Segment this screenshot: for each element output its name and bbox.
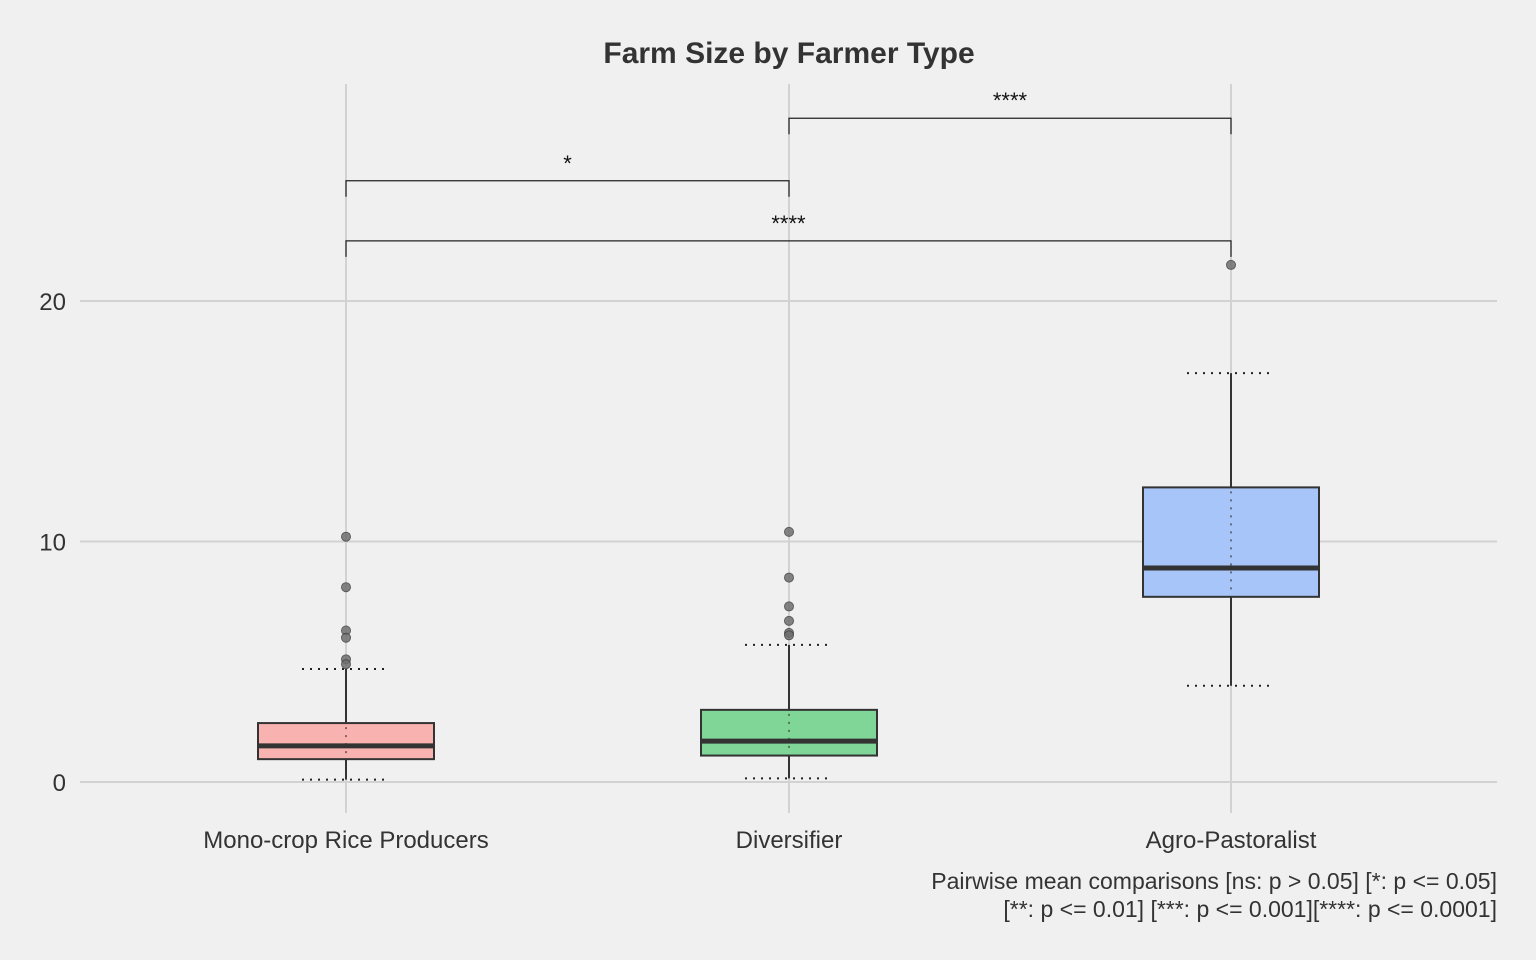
y-axis-ticks: 0 10 20 (39, 289, 66, 797)
box-iqr (257, 722, 435, 761)
y-tick-label: 0 (53, 770, 66, 797)
outlier-point (784, 601, 794, 612)
caption-line-2: [**: p <= 0.01] [***: p <= 0.001][****: … (1003, 896, 1497, 922)
y-tick-label: 20 (39, 289, 66, 316)
outlier-point (341, 659, 351, 670)
x-axis-ticks: Mono-crop Rice Producers Diversifier Agro-… (203, 827, 1316, 854)
box-iqr (700, 708, 878, 757)
significance-bracket: * (345, 151, 790, 197)
significance-brackets: ********* (345, 88, 1232, 257)
significance-bracket: **** (345, 211, 1232, 257)
significance-label: * (563, 151, 572, 176)
box-iqr (1142, 486, 1320, 598)
outlier-point (784, 615, 794, 626)
significance-label: **** (771, 211, 806, 236)
boxplots (257, 259, 1320, 781)
outlier-point (784, 572, 794, 583)
outlier-point (341, 531, 351, 542)
bracket-line (345, 180, 790, 197)
boxplot-group (1142, 259, 1320, 687)
outlier-point (1226, 259, 1236, 270)
boxplot-group (257, 531, 435, 781)
caption-line-1: Pairwise mean comparisons [ns: p > 0.05]… (931, 868, 1497, 894)
bracket-line (788, 117, 1232, 135)
x-tick-label: Mono-crop Rice Producers (203, 827, 488, 854)
bracket-line (345, 240, 1232, 257)
outlier-point (784, 630, 794, 641)
x-tick-label: Diversifier (736, 827, 843, 854)
boxplot-group (700, 526, 878, 780)
chart-title: Farm Size by Farmer Type (603, 37, 974, 70)
outlier-point (341, 632, 351, 643)
y-tick-label: 10 (39, 530, 66, 557)
significance-label: **** (993, 88, 1028, 113)
outlier-point (784, 526, 794, 537)
outlier-point (341, 582, 351, 593)
x-tick-label: Agro-Pastoralist (1146, 827, 1317, 854)
significance-bracket: **** (788, 88, 1232, 135)
